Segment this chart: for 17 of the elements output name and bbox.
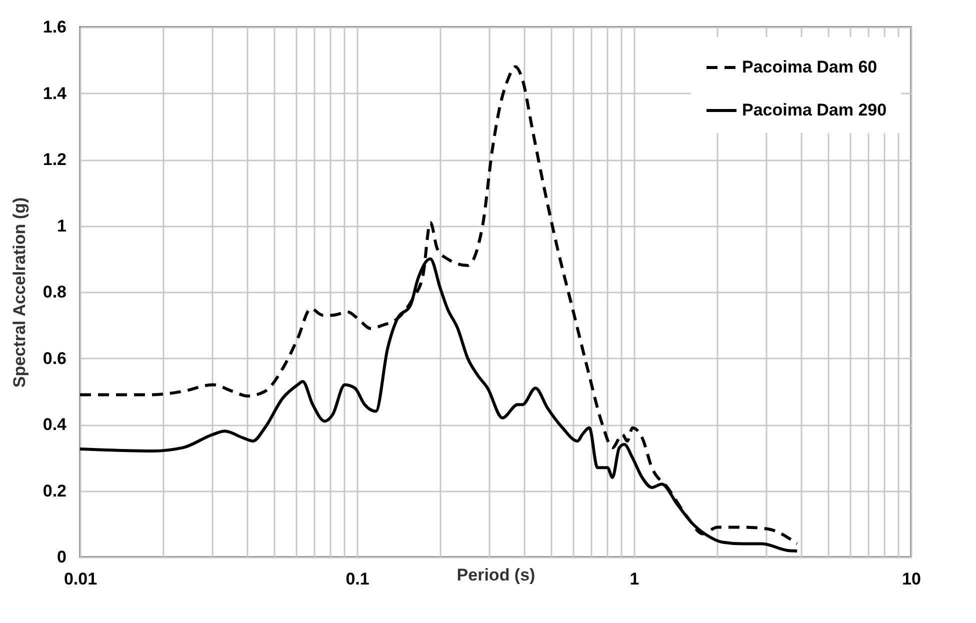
x-tick-label: 0.01 [64,570,98,588]
x-tick-label: 1 [630,570,640,588]
x-tick-label: 0.1 [346,570,370,588]
y-tick-label: 0.2 [42,481,66,500]
y-tick-label: 0.4 [42,415,68,434]
y-tick-label: 0 [57,548,66,566]
x-axis-title: Period (s) [456,566,536,584]
y-tick-label: 0.8 [42,282,66,302]
y-tick-label: 0.6 [42,348,66,368]
y-tick-label: 1.2 [42,150,66,169]
legend-label: Pacoima Dam 60 [742,58,878,76]
x-tick-label: 10 [902,570,921,588]
y-tick-label: 1 [57,216,66,236]
y-tick-label: 1.6 [42,18,66,36]
legend-label: Pacoima Dam 290 [742,100,887,120]
y-axis-title: Spectral Accelration (g) [10,197,29,388]
y-tick-label: 1.4 [42,84,68,103]
